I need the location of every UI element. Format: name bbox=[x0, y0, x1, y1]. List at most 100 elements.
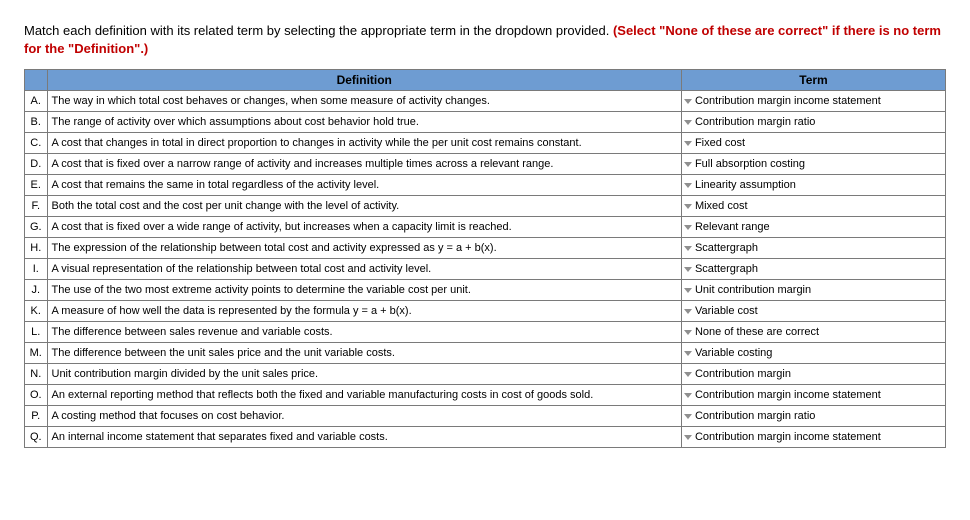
table-row: L.The difference between sales revenue a… bbox=[25, 322, 946, 343]
term-cell: Variable cost bbox=[681, 301, 945, 322]
row-definition: A cost that is fixed over a wide range o… bbox=[47, 217, 681, 238]
chevron-down-icon bbox=[684, 204, 692, 209]
chevron-down-icon bbox=[684, 414, 692, 419]
chevron-down-icon bbox=[684, 372, 692, 377]
row-letter: Q. bbox=[25, 427, 48, 448]
term-dropdown[interactable]: Variable costing bbox=[682, 343, 945, 363]
row-letter: P. bbox=[25, 406, 48, 427]
table-row: J.The use of the two most extreme activi… bbox=[25, 280, 946, 301]
row-letter: O. bbox=[25, 385, 48, 406]
chevron-down-icon bbox=[684, 351, 692, 356]
table-row: P.A costing method that focuses on cost … bbox=[25, 406, 946, 427]
row-definition: The range of activity over which assumpt… bbox=[47, 112, 681, 133]
term-dropdown[interactable]: Contribution margin income statement bbox=[682, 385, 945, 405]
table-row: M.The difference between the unit sales … bbox=[25, 343, 946, 364]
header-term: Term bbox=[681, 70, 945, 91]
row-letter: J. bbox=[25, 280, 48, 301]
term-dropdown[interactable]: Contribution margin bbox=[682, 364, 945, 384]
term-cell: None of these are correct bbox=[681, 322, 945, 343]
term-cell: Mixed cost bbox=[681, 196, 945, 217]
term-dropdown[interactable]: Variable cost bbox=[682, 301, 945, 321]
term-value: Relevant range bbox=[695, 221, 941, 233]
term-dropdown[interactable]: None of these are correct bbox=[682, 322, 945, 342]
question-page: Match each definition with its related t… bbox=[0, 0, 970, 458]
table-row: G.A cost that is fixed over a wide range… bbox=[25, 217, 946, 238]
row-letter: G. bbox=[25, 217, 48, 238]
row-letter: M. bbox=[25, 343, 48, 364]
row-definition: Unit contribution margin divided by the … bbox=[47, 364, 681, 385]
table-row: A.The way in which total cost behaves or… bbox=[25, 91, 946, 112]
term-cell: Variable costing bbox=[681, 343, 945, 364]
row-letter: L. bbox=[25, 322, 48, 343]
term-dropdown[interactable]: Unit contribution margin bbox=[682, 280, 945, 300]
term-dropdown[interactable]: Fixed cost bbox=[682, 133, 945, 153]
term-cell: Contribution margin ratio bbox=[681, 112, 945, 133]
term-cell: Relevant range bbox=[681, 217, 945, 238]
row-definition: An internal income statement that separa… bbox=[47, 427, 681, 448]
chevron-down-icon bbox=[684, 99, 692, 104]
table-row: I.A visual representation of the relatio… bbox=[25, 259, 946, 280]
term-dropdown[interactable]: Mixed cost bbox=[682, 196, 945, 216]
table-row: N.Unit contribution margin divided by th… bbox=[25, 364, 946, 385]
term-cell: Scattergraph bbox=[681, 259, 945, 280]
term-cell: Contribution margin ratio bbox=[681, 406, 945, 427]
term-value: Contribution margin income statement bbox=[695, 389, 941, 401]
term-dropdown[interactable]: Scattergraph bbox=[682, 238, 945, 258]
header-blank bbox=[25, 70, 48, 91]
row-letter: E. bbox=[25, 175, 48, 196]
term-value: Variable cost bbox=[695, 305, 941, 317]
table-row: O.An external reporting method that refl… bbox=[25, 385, 946, 406]
row-definition: The difference between sales revenue and… bbox=[47, 322, 681, 343]
row-definition: The way in which total cost behaves or c… bbox=[47, 91, 681, 112]
row-definition: The expression of the relationship betwe… bbox=[47, 238, 681, 259]
row-letter: A. bbox=[25, 91, 48, 112]
term-value: Contribution margin income statement bbox=[695, 431, 941, 443]
chevron-down-icon bbox=[684, 162, 692, 167]
row-letter: D. bbox=[25, 154, 48, 175]
table-row: H.The expression of the relationship bet… bbox=[25, 238, 946, 259]
table-row: C.A cost that changes in total in direct… bbox=[25, 133, 946, 154]
term-cell: Fixed cost bbox=[681, 133, 945, 154]
table-row: D.A cost that is fixed over a narrow ran… bbox=[25, 154, 946, 175]
term-value: Fixed cost bbox=[695, 137, 941, 149]
header-definition: Definition bbox=[47, 70, 681, 91]
table-row: B.The range of activity over which assum… bbox=[25, 112, 946, 133]
row-letter: I. bbox=[25, 259, 48, 280]
term-dropdown[interactable]: Contribution margin income statement bbox=[682, 91, 945, 111]
term-dropdown[interactable]: Full absorption costing bbox=[682, 154, 945, 174]
chevron-down-icon bbox=[684, 246, 692, 251]
term-dropdown[interactable]: Linearity assumption bbox=[682, 175, 945, 195]
term-dropdown[interactable]: Contribution margin ratio bbox=[682, 406, 945, 426]
row-definition: Both the total cost and the cost per uni… bbox=[47, 196, 681, 217]
term-cell: Contribution margin bbox=[681, 364, 945, 385]
row-definition: The difference between the unit sales pr… bbox=[47, 343, 681, 364]
chevron-down-icon bbox=[684, 267, 692, 272]
term-cell: Contribution margin income statement bbox=[681, 385, 945, 406]
term-value: Unit contribution margin bbox=[695, 284, 941, 296]
term-value: Mixed cost bbox=[695, 200, 941, 212]
chevron-down-icon bbox=[684, 309, 692, 314]
row-definition: A measure of how well the data is repres… bbox=[47, 301, 681, 322]
term-dropdown[interactable]: Scattergraph bbox=[682, 259, 945, 279]
term-dropdown[interactable]: Contribution margin ratio bbox=[682, 112, 945, 132]
term-cell: Full absorption costing bbox=[681, 154, 945, 175]
term-cell: Contribution margin income statement bbox=[681, 91, 945, 112]
row-definition: A cost that remains the same in total re… bbox=[47, 175, 681, 196]
row-letter: F. bbox=[25, 196, 48, 217]
chevron-down-icon bbox=[684, 120, 692, 125]
chevron-down-icon bbox=[684, 330, 692, 335]
row-letter: C. bbox=[25, 133, 48, 154]
table-row: Q.An internal income statement that sepa… bbox=[25, 427, 946, 448]
row-definition: A cost that changes in total in direct p… bbox=[47, 133, 681, 154]
term-dropdown[interactable]: Contribution margin income statement bbox=[682, 427, 945, 447]
instructions: Match each definition with its related t… bbox=[24, 22, 946, 57]
term-value: Contribution margin income statement bbox=[695, 95, 941, 107]
matching-table: Definition Term A.The way in which total… bbox=[24, 69, 946, 448]
row-letter: B. bbox=[25, 112, 48, 133]
table-row: F.Both the total cost and the cost per u… bbox=[25, 196, 946, 217]
row-letter: N. bbox=[25, 364, 48, 385]
row-letter: H. bbox=[25, 238, 48, 259]
term-dropdown[interactable]: Relevant range bbox=[682, 217, 945, 237]
term-cell: Unit contribution margin bbox=[681, 280, 945, 301]
term-value: None of these are correct bbox=[695, 326, 941, 338]
